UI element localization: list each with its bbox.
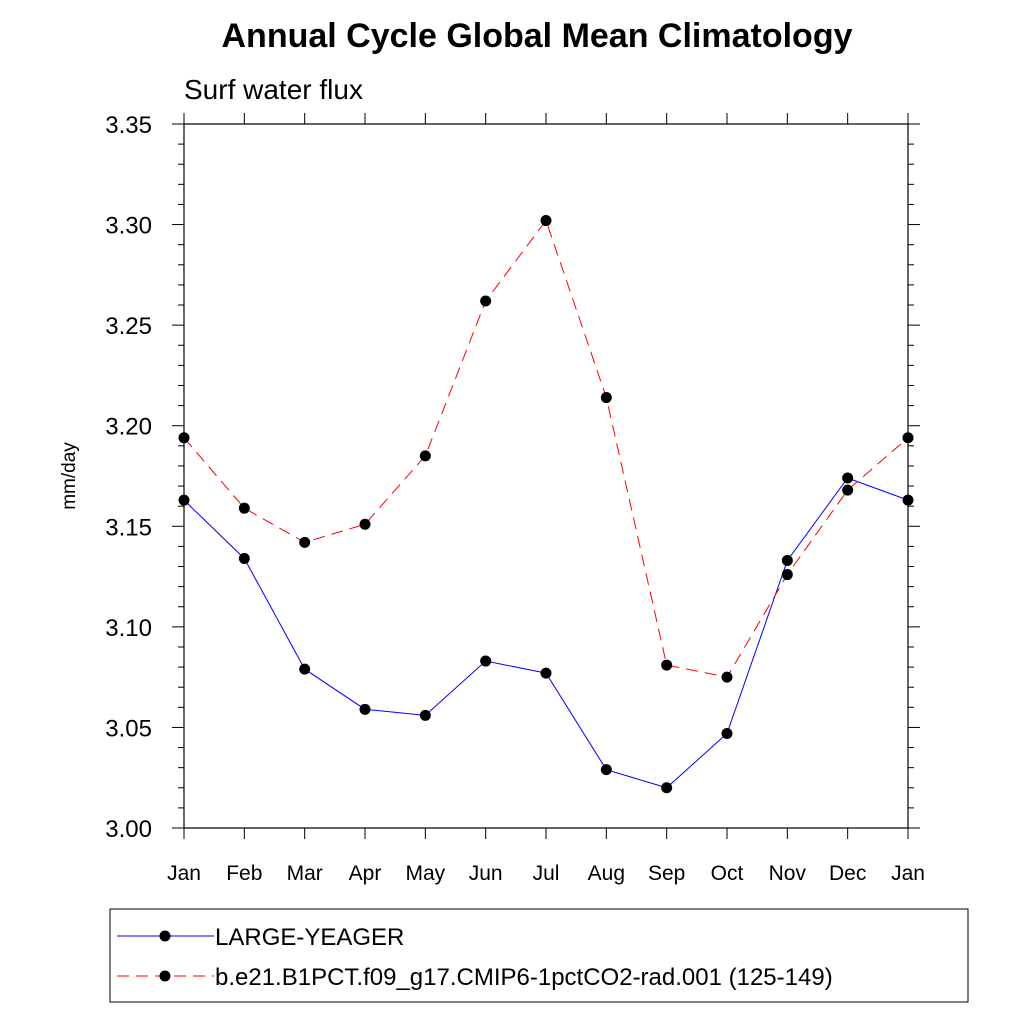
x-tick-label: Feb — [226, 862, 262, 885]
data-point — [721, 671, 733, 683]
data-point — [359, 703, 371, 715]
data-point — [540, 215, 552, 227]
data-point — [842, 484, 854, 496]
data-point — [238, 552, 250, 564]
data-point — [661, 659, 673, 671]
data-point — [419, 709, 431, 721]
axes-group: 3.00 3.05 3.10 3.15 3.20 3.25 3.30 3.35 Jan Feb Ma… — [105, 112, 925, 885]
data-point — [238, 502, 250, 514]
y-tick-label: 3.00 — [105, 816, 152, 843]
y-axis-label: mm/day — [59, 442, 80, 510]
legend-marker-large-yeager — [159, 930, 171, 942]
x-tick-label: Dec — [829, 862, 866, 885]
legend-label-cmip6: b.e21.B1PCT.f09_g17.CMIP6-1pctCO2-rad.00… — [215, 964, 833, 991]
y-tick-label: 3.20 — [105, 414, 152, 441]
data-point — [661, 782, 673, 794]
data-point — [359, 518, 371, 530]
x-tick-label: Jan — [167, 862, 201, 885]
data-point — [600, 392, 612, 404]
y-tick-label: 3.25 — [105, 313, 152, 340]
y-tick-label: 3.15 — [105, 514, 152, 541]
chart-subtitle: Surf water flux — [184, 74, 363, 105]
data-point — [721, 727, 733, 739]
data-point — [600, 764, 612, 776]
x-tick-label: Jan — [891, 862, 925, 885]
x-tick-label: Jul — [533, 862, 560, 885]
x-tick-label: Mar — [287, 862, 323, 885]
y-tick-label: 3.30 — [105, 213, 152, 240]
data-point — [299, 536, 311, 548]
x-tick-label: May — [405, 862, 445, 885]
legend-label-large-yeager: LARGE-YEAGER — [215, 924, 404, 951]
x-tick-label: Oct — [711, 862, 744, 885]
y-tick-label: 3.05 — [105, 715, 152, 742]
series-0 — [178, 472, 914, 794]
x-tick-label: Aug — [588, 862, 625, 885]
data-point — [480, 655, 492, 667]
x-tick-label: Apr — [349, 862, 382, 885]
legend-marker-cmip6 — [159, 970, 171, 982]
legend-frame — [109, 908, 969, 1003]
data-point — [299, 663, 311, 675]
data-point — [842, 472, 854, 484]
data-point — [480, 295, 492, 307]
series-layer — [178, 215, 914, 794]
series-1 — [178, 215, 914, 683]
x-tick-label: Jun — [469, 862, 503, 885]
data-point — [781, 569, 793, 581]
plot-frame — [183, 123, 909, 829]
data-point — [781, 554, 793, 566]
legend: LARGE-YEAGER b.e21.B1PCT.f09_g17.CMIP6-1… — [109, 908, 969, 1003]
data-point — [540, 667, 552, 679]
y-tick-label: 3.35 — [105, 112, 152, 139]
x-tick-label: Sep — [648, 862, 685, 885]
series-line — [183, 219, 909, 678]
data-point — [419, 450, 431, 462]
series-line — [183, 477, 909, 789]
x-tick-label: Nov — [769, 862, 807, 885]
y-tick-label: 3.10 — [105, 615, 152, 642]
chart-title: Annual Cycle Global Mean Climatology — [222, 17, 853, 55]
